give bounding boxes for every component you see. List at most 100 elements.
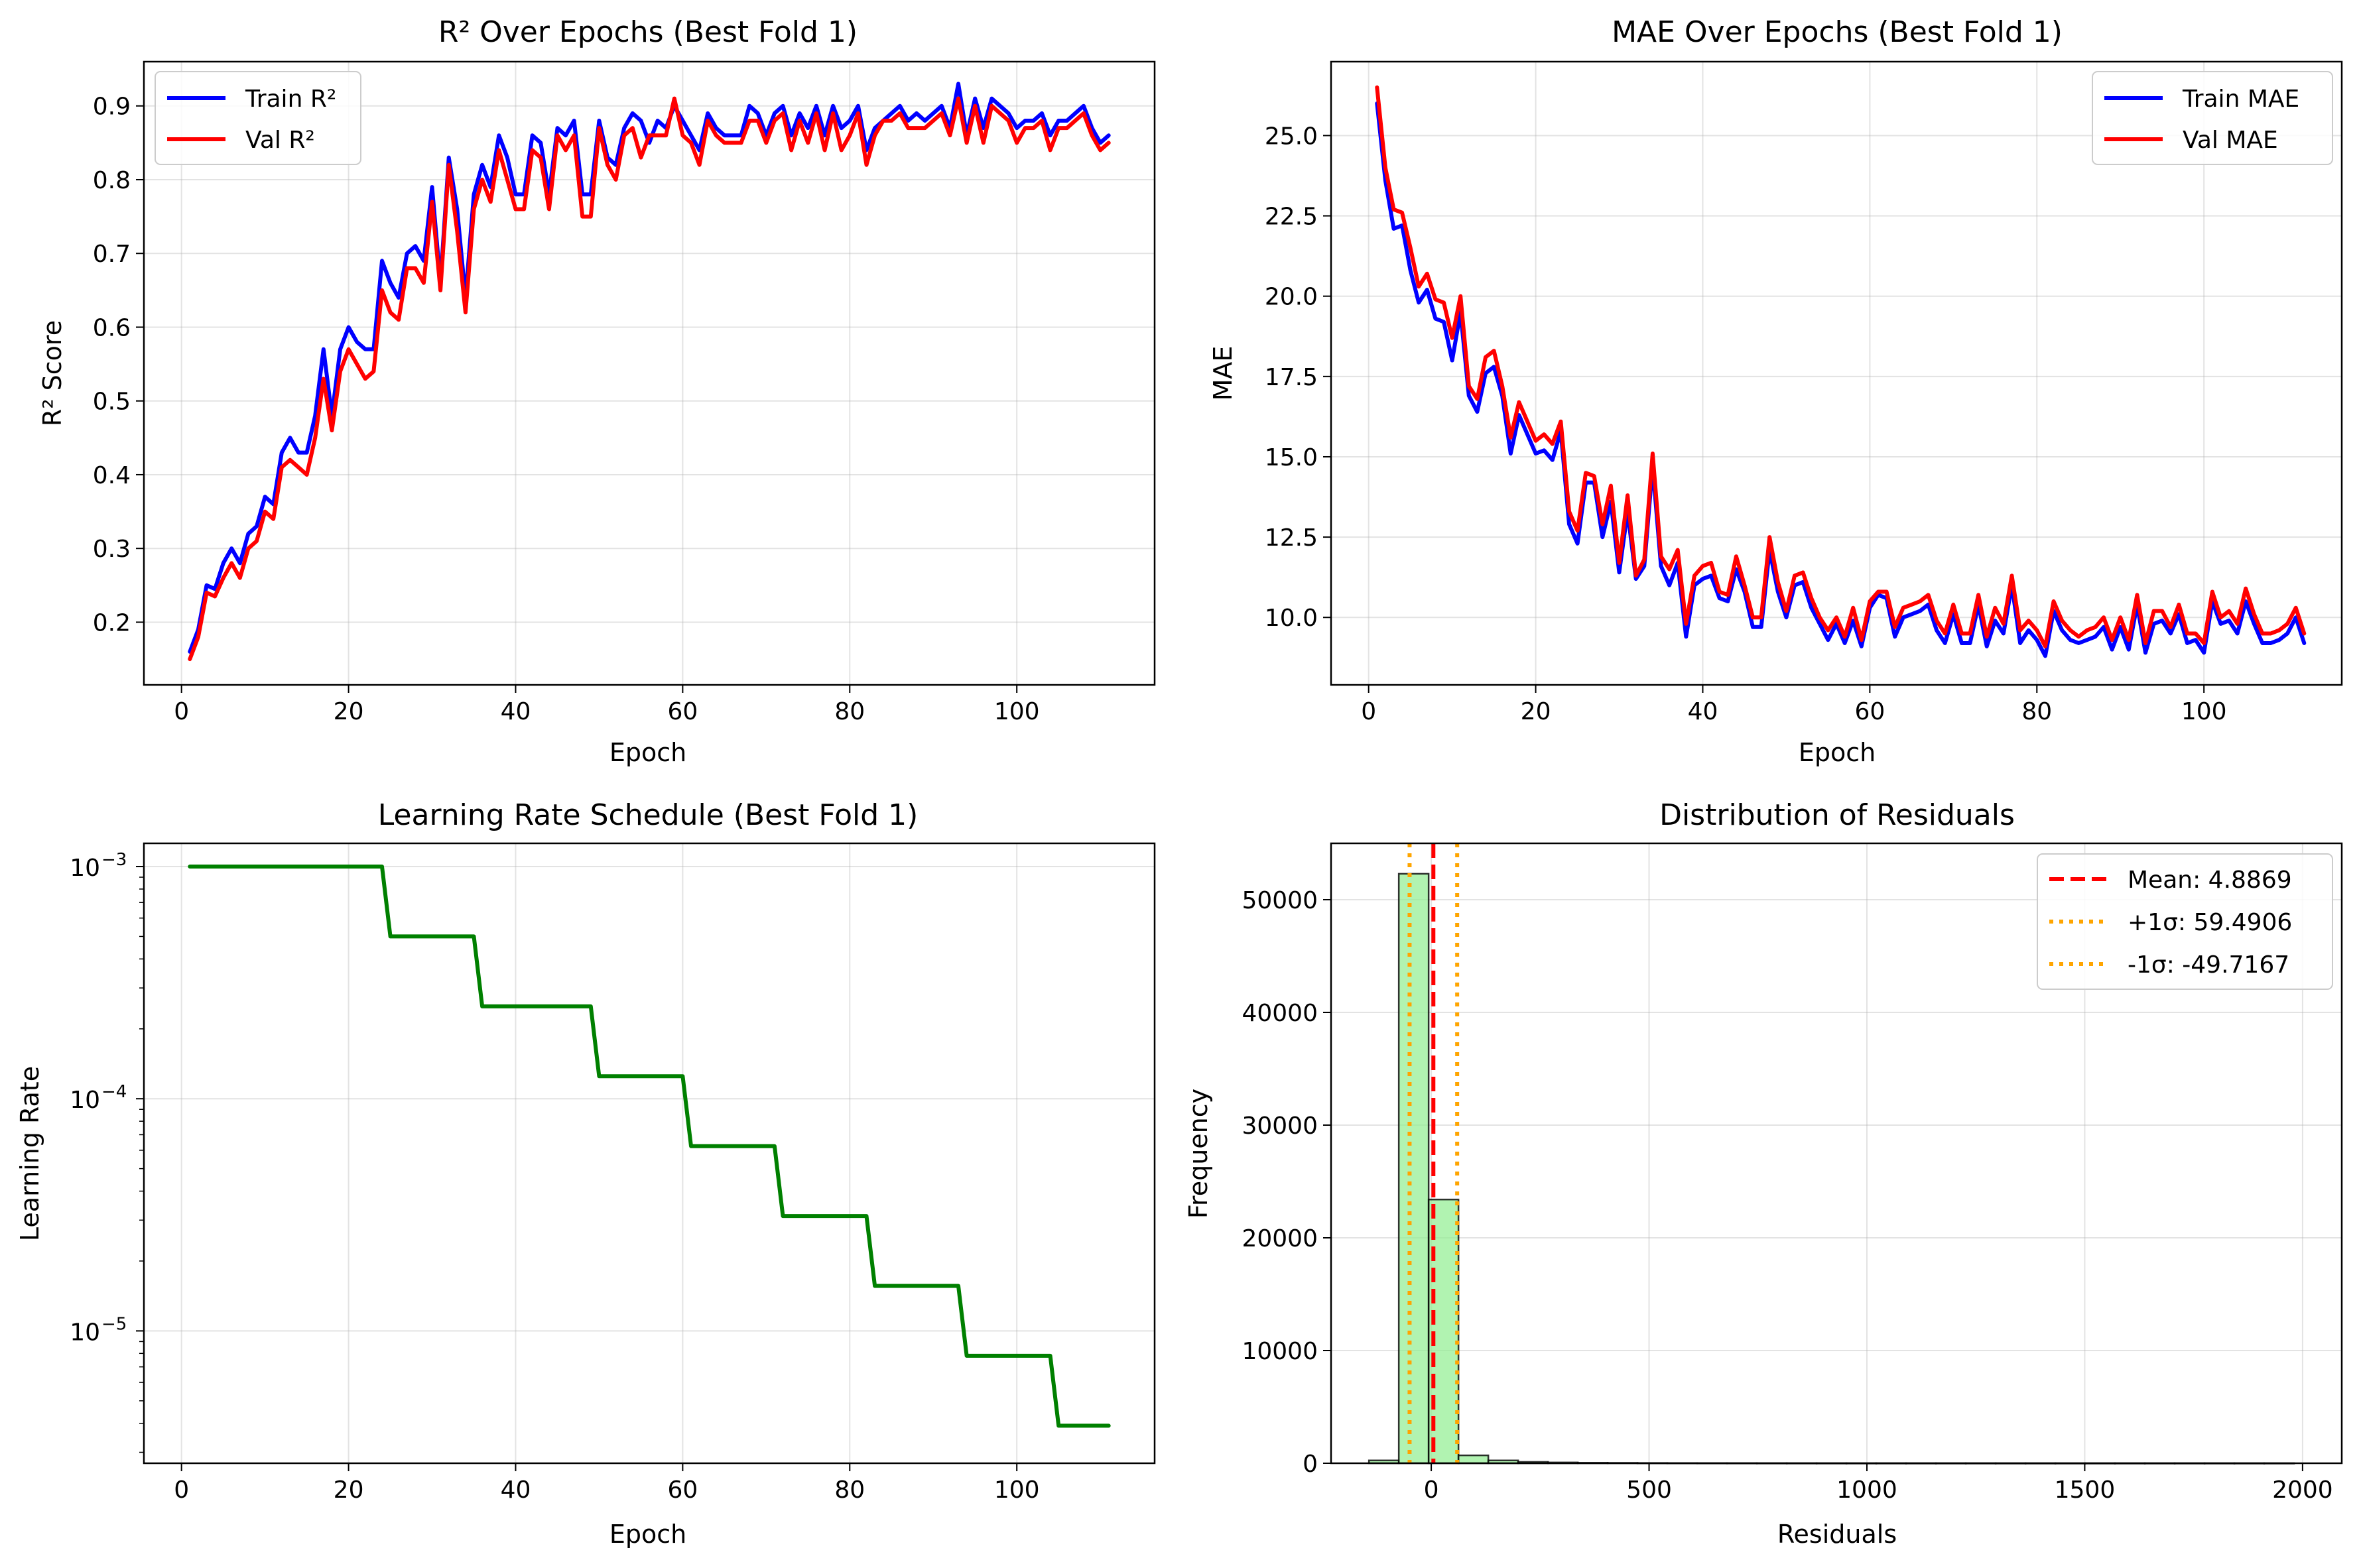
mae-x-tick-label: 20 bbox=[1521, 698, 1551, 725]
mae-axes-frame bbox=[1330, 60, 2343, 686]
residuals-y-axis-label: Frequency bbox=[1184, 1089, 1213, 1219]
lr-x-tick-label: 60 bbox=[667, 1477, 698, 1504]
mae-legend-val-label: Val MAE bbox=[2183, 127, 2278, 154]
mae-legend-train-label: Train MAE bbox=[2182, 86, 2299, 113]
lr-x-ticks: 0 20 40 60 80 100 bbox=[174, 1463, 1040, 1504]
residuals-chart-panel: Distribution of Residuals 0 500 1000 1500 20… bbox=[1184, 798, 2343, 1549]
residuals-y-tick-label: 40000 bbox=[1242, 1000, 1318, 1027]
lr-x-axis-label: Epoch bbox=[609, 1520, 686, 1549]
residuals-chart-title: Distribution of Residuals bbox=[1659, 798, 2015, 832]
r2-y-ticks: 0.2 0.3 0.4 0.5 0.6 0.7 0.8 0.9 bbox=[93, 93, 144, 636]
r2-y-axis-label: R² Score bbox=[38, 320, 67, 426]
mae-y-tick-label: 22.5 bbox=[1265, 204, 1318, 231]
r2-x-tick-label: 80 bbox=[834, 698, 865, 725]
r2-y-tick-label: 0.7 bbox=[93, 241, 131, 268]
r2-x-tick-label: 60 bbox=[667, 698, 698, 725]
residuals-x-axis-label: Residuals bbox=[1777, 1520, 1897, 1549]
mae-chart-panel: MAE Over Epochs (Best Fold 1) 0 20 40 60 80 1… bbox=[1208, 15, 2343, 767]
r2-y-tick-label: 0.4 bbox=[93, 462, 131, 489]
residuals-y-tick-label: 20000 bbox=[1242, 1225, 1318, 1252]
r2-legend-train-label: Train R² bbox=[245, 86, 336, 113]
lr-chart-panel: Learning Rate Schedule (Best Fold 1) 0 20… bbox=[15, 798, 1156, 1549]
residuals-x-ticks: 0 500 1000 1500 2000 bbox=[1424, 1463, 2333, 1504]
residuals-histogram-bar bbox=[1457, 1454, 1490, 1465]
lr-axes-frame bbox=[143, 842, 1156, 1465]
residuals-y-tick-label: 10000 bbox=[1242, 1338, 1318, 1365]
r2-series-line-val-r- bbox=[188, 96, 1111, 662]
r2-x-ticks: 0 20 40 60 80 100 bbox=[174, 685, 1040, 725]
residuals-y-ticks: 0 10000 20000 30000 40000 50000 bbox=[1242, 887, 1331, 1478]
residuals-axes-frame bbox=[1330, 842, 2343, 1465]
residuals-x-tick-label: 1000 bbox=[1836, 1477, 1897, 1504]
mae-x-ticks: 0 20 40 60 80 100 bbox=[1361, 685, 2227, 725]
mae-series-line-val-mae bbox=[1375, 85, 2307, 648]
mae-legend: Train MAE Val MAE bbox=[2092, 71, 2333, 165]
r2-axes-frame bbox=[143, 60, 1156, 686]
residuals-x-tick-label: 2000 bbox=[2272, 1477, 2333, 1504]
residuals-y-tick-label: 30000 bbox=[1242, 1113, 1318, 1140]
mae-y-ticks: 10.0 12.5 15.0 17.5 20.0 22.5 25.0 bbox=[1265, 123, 1331, 632]
mae-y-tick-label: 10.0 bbox=[1265, 605, 1318, 632]
r2-chart-title: R² Over Epochs (Best Fold 1) bbox=[438, 15, 858, 49]
residuals-legend: Mean: 4.8869 +1σ: 59.4906 -1σ: -49.7167 bbox=[2037, 853, 2333, 990]
mae-x-tick-label: 80 bbox=[2021, 698, 2052, 725]
lr-y-ticks: 10−510−410−3 bbox=[70, 850, 144, 1453]
r2-y-tick-label: 0.3 bbox=[93, 536, 131, 563]
lr-y-tick-label: 10 bbox=[70, 1319, 100, 1346]
mae-y-tick-label: 12.5 bbox=[1265, 524, 1318, 552]
mae-x-tick-label: 60 bbox=[1854, 698, 1885, 725]
lr-y-tick-exponent: −4 bbox=[101, 1082, 127, 1102]
r2-legend-val-label: Val R² bbox=[245, 127, 315, 154]
mae-x-axis-label: Epoch bbox=[1799, 738, 1876, 767]
lr-y-tick-label: 10 bbox=[70, 855, 100, 882]
r2-gridlines bbox=[144, 62, 1155, 685]
residuals-x-tick-label: 0 bbox=[1424, 1477, 1439, 1504]
lr-x-tick-label: 40 bbox=[501, 1477, 531, 1504]
r2-y-tick-label: 0.9 bbox=[93, 93, 131, 121]
r2-x-tick-label: 0 bbox=[174, 698, 189, 725]
lr-x-tick-label: 100 bbox=[994, 1477, 1040, 1504]
mae-x-tick-label: 0 bbox=[1361, 698, 1376, 725]
residuals-histogram-bar bbox=[1397, 873, 1430, 1465]
mae-chart-title: MAE Over Epochs (Best Fold 1) bbox=[1612, 15, 2063, 49]
r2-y-tick-label: 0.2 bbox=[93, 609, 131, 636]
r2-x-tick-label: 100 bbox=[994, 698, 1040, 725]
lr-y-tick-exponent: −3 bbox=[101, 850, 127, 870]
r2-legend: Train R² Val R² bbox=[155, 71, 361, 165]
r2-y-tick-label: 0.8 bbox=[93, 167, 131, 194]
mae-y-tick-label: 15.0 bbox=[1265, 444, 1318, 471]
r2-chart-panel: R² Over Epochs (Best Fold 1) 0 20 40 60 80 10… bbox=[38, 15, 1156, 767]
mae-x-tick-label: 40 bbox=[1688, 698, 1718, 725]
mae-y-tick-label: 17.5 bbox=[1265, 364, 1318, 391]
residuals-legend-box bbox=[2037, 853, 2333, 990]
mae-y-axis-label: MAE bbox=[1208, 346, 1238, 401]
r2-plot-area bbox=[188, 82, 1111, 662]
r2-x-tick-label: 20 bbox=[334, 698, 364, 725]
mae-y-tick-label: 25.0 bbox=[1265, 123, 1318, 150]
residuals-x-tick-label: 1500 bbox=[2055, 1477, 2116, 1504]
r2-x-axis-label: Epoch bbox=[609, 738, 686, 767]
lr-y-axis-label: Learning Rate bbox=[15, 1066, 44, 1241]
r2-series-line-train-r- bbox=[188, 82, 1111, 654]
r2-y-tick-label: 0.5 bbox=[93, 389, 131, 416]
lr-chart-title: Learning Rate Schedule (Best Fold 1) bbox=[378, 798, 919, 832]
lr-series-line-lr bbox=[188, 865, 1111, 1428]
lr-y-tick-label: 10 bbox=[70, 1087, 100, 1114]
residuals-y-tick-label: 50000 bbox=[1242, 887, 1318, 914]
mae-series-line-train-mae bbox=[1375, 101, 2307, 658]
lr-x-tick-label: 80 bbox=[834, 1477, 865, 1504]
r2-x-tick-label: 40 bbox=[501, 698, 531, 725]
r2-y-tick-label: 0.6 bbox=[93, 314, 131, 341]
lr-y-tick-exponent: −5 bbox=[101, 1314, 127, 1334]
residuals-plot-area bbox=[1368, 843, 2295, 1465]
residuals-y-tick-label: 0 bbox=[1303, 1451, 1318, 1478]
mae-x-tick-label: 100 bbox=[2181, 698, 2227, 725]
lr-plot-area bbox=[188, 865, 1111, 1428]
mae-y-tick-label: 20.0 bbox=[1265, 284, 1318, 311]
residuals-legend-mean-label: Mean: 4.8869 bbox=[2128, 867, 2292, 894]
lr-x-tick-label: 0 bbox=[174, 1477, 189, 1504]
residuals-legend-minus-sigma-label: -1σ: -49.7167 bbox=[2128, 951, 2289, 979]
residuals-legend-plus-sigma-label: +1σ: 59.4906 bbox=[2128, 909, 2292, 936]
